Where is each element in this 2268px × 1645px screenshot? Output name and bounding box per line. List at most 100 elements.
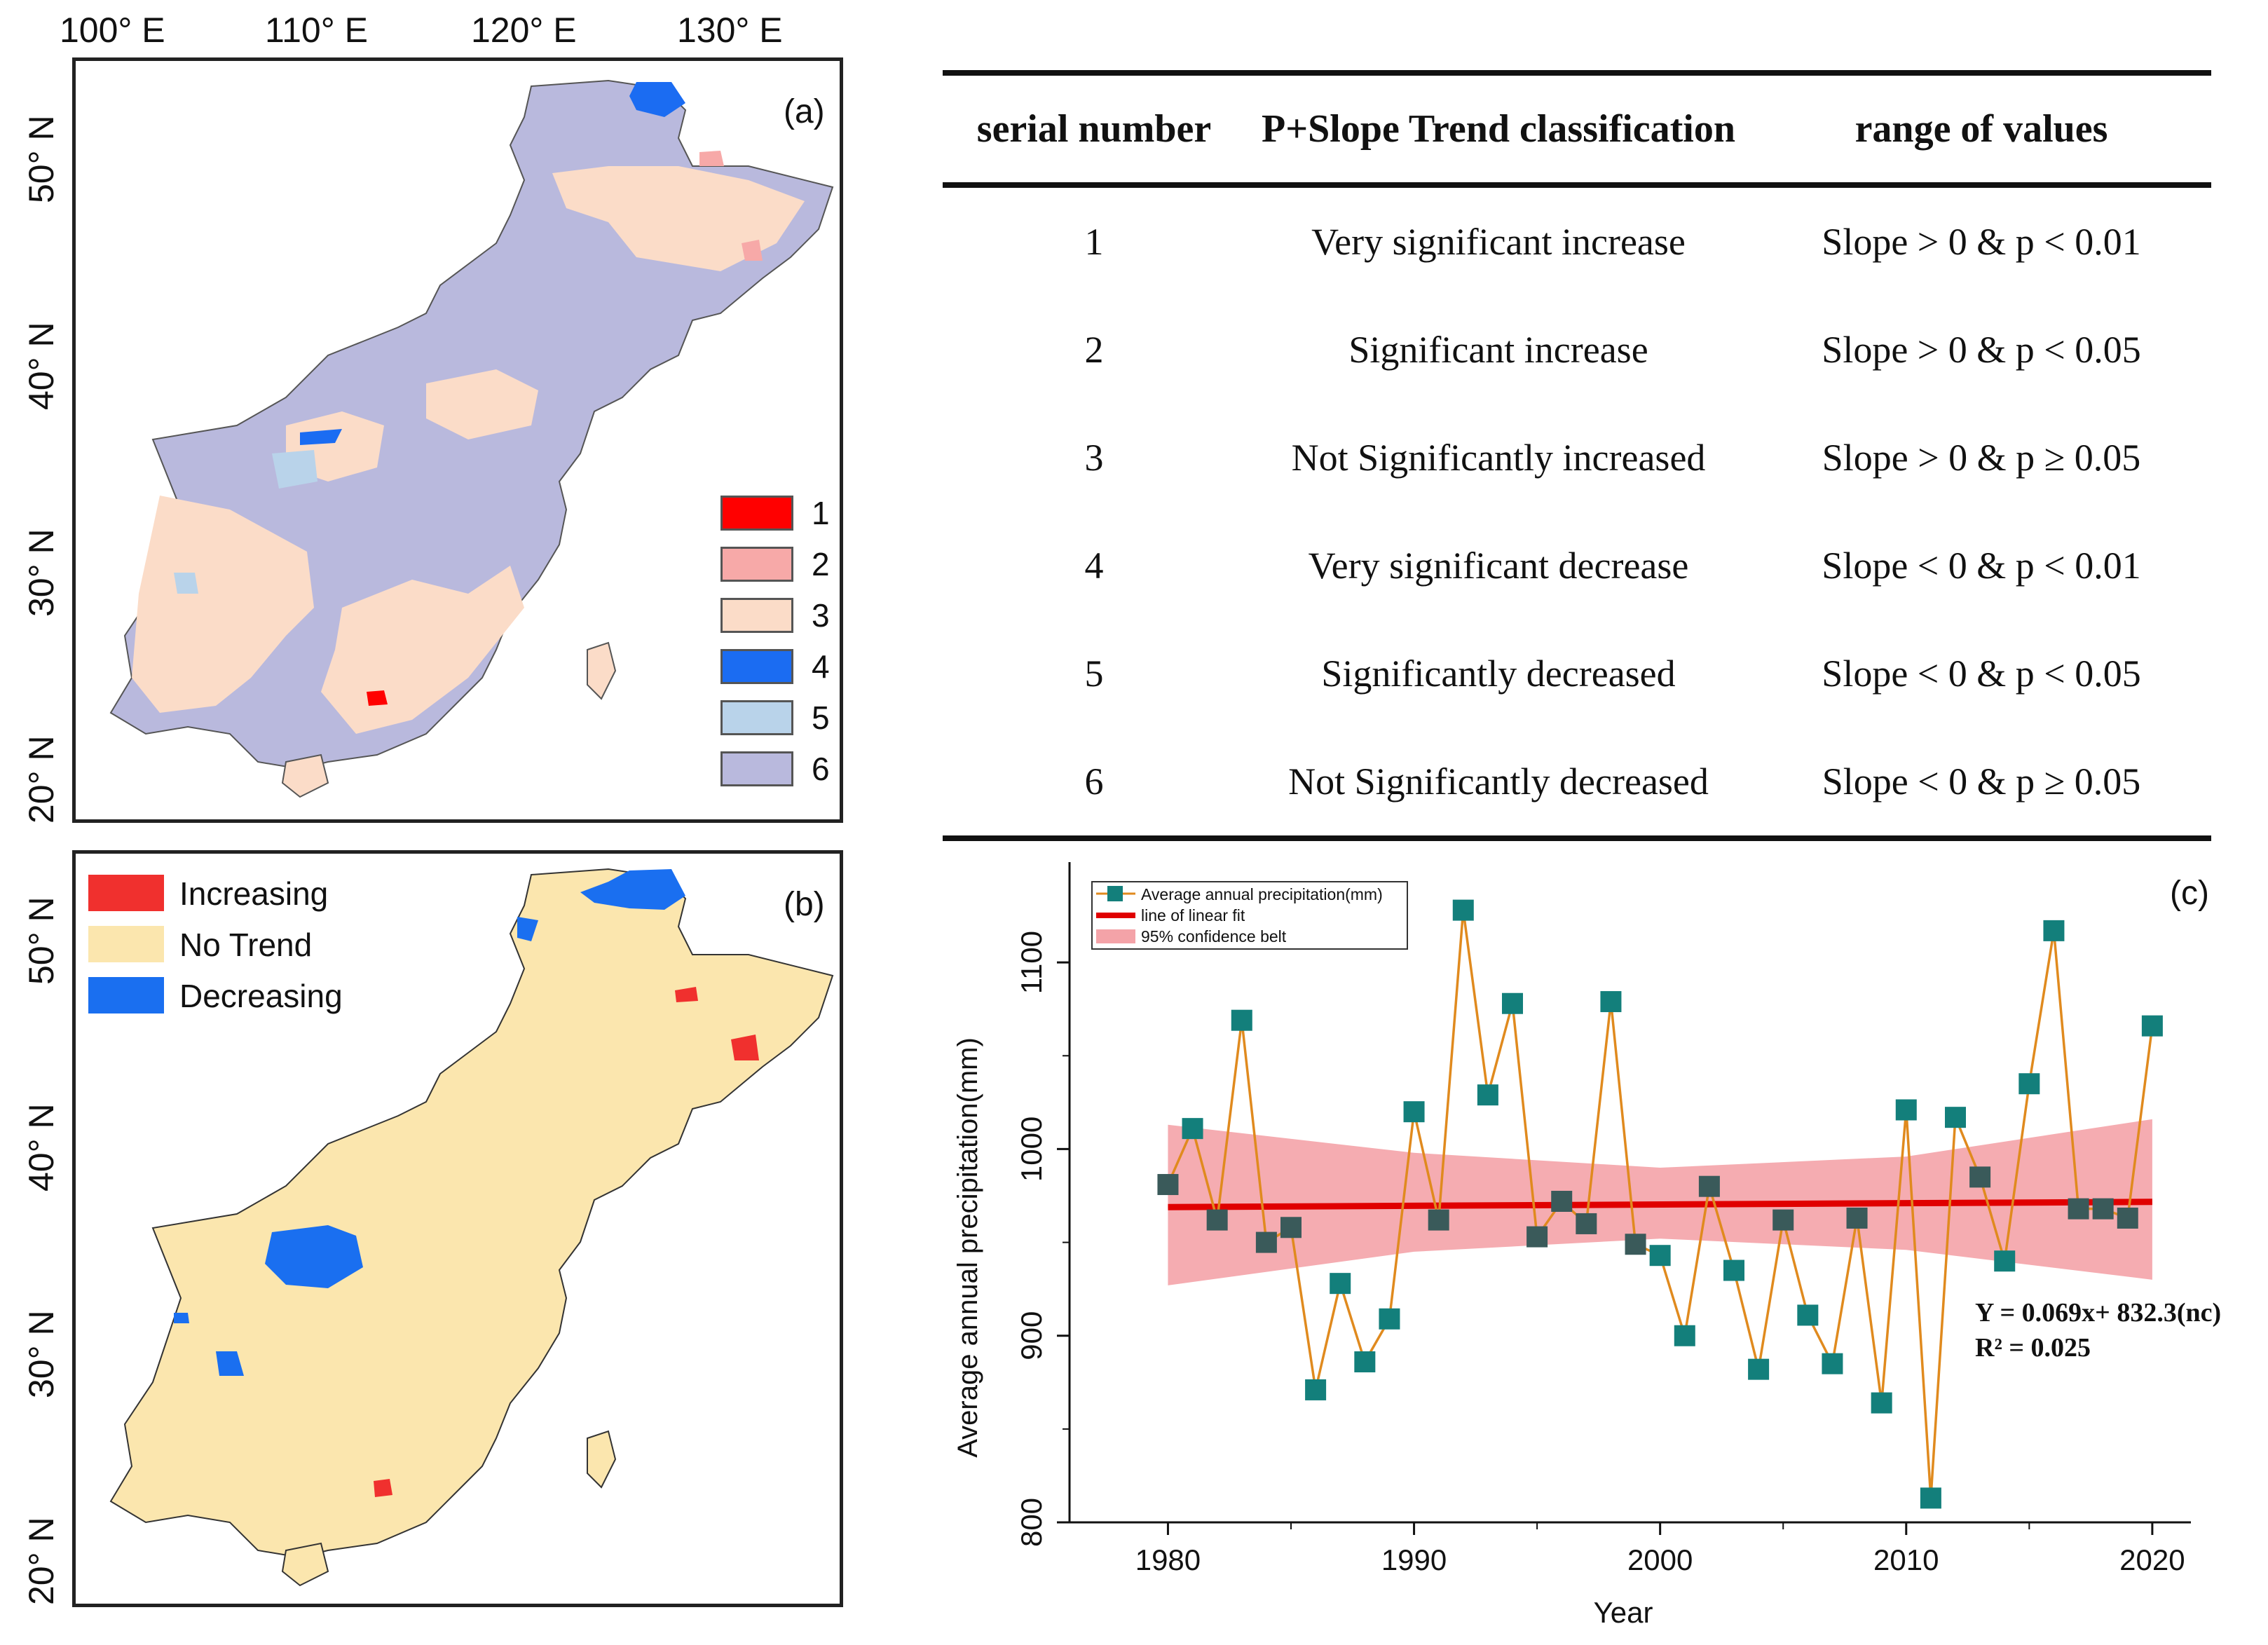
legend-box — [1091, 881, 1408, 950]
data-point-2012 — [1945, 1107, 1966, 1128]
lat-label-b-40: 40° N — [22, 1103, 61, 1192]
map-a-legend-swatch-2 — [720, 547, 793, 582]
data-point-1989 — [1379, 1308, 1400, 1330]
lon-label-120: 120° E — [471, 11, 577, 50]
data-point-2001 — [1674, 1325, 1695, 1346]
lon-label-130: 130° E — [677, 11, 783, 50]
data-point-1990 — [1403, 1101, 1425, 1123]
data-point-2013 — [1969, 1166, 1991, 1188]
data-point-2008 — [1846, 1207, 1868, 1229]
lat-label-a-20: 20° N — [22, 735, 61, 824]
chart-y-axis-title: Average annual precipitation(mm) — [952, 1037, 983, 1458]
data-point-2019 — [2117, 1207, 2138, 1229]
map-a-legend-swatch-4 — [720, 649, 793, 684]
table-row: 4 Very significant decrease Slope < 0 & … — [943, 512, 2211, 620]
table-row: 1 Very significant increase Slope > 0 & … — [943, 185, 2211, 296]
cell-range: Slope < 0 & p ≥ 0.05 — [1751, 728, 2211, 841]
map-b-decrease-c — [174, 1225, 363, 1376]
map-b-panel-label: (b) — [784, 886, 825, 923]
lon-label-110: 110° E — [265, 11, 368, 50]
legend-series-marker-key — [1107, 886, 1123, 901]
map-a-panel-label: (a) — [784, 93, 825, 130]
lon-label-100: 100° E — [60, 11, 165, 50]
map-b-increase-s — [374, 1479, 392, 1497]
header-range: range of values — [1751, 70, 2211, 188]
series-markers-layer — [1157, 899, 2163, 1509]
lat-label-a-30: 30° N — [22, 528, 61, 617]
data-point-1980 — [1157, 1174, 1179, 1196]
cell-serial: 4 — [1084, 545, 1104, 587]
data-point-2004 — [1748, 1358, 1770, 1380]
map-a-legend-label-6: 6 — [812, 751, 830, 787]
x-tick-label-2000: 2000 — [1627, 1543, 1693, 1576]
data-point-1982 — [1206, 1209, 1228, 1231]
map-a-legend-swatch-3 — [720, 598, 793, 633]
data-point-2005 — [1772, 1209, 1794, 1231]
chart-panel-label: (c) — [2170, 875, 2209, 912]
map-a-frame: (a) 1 2 3 4 5 6 — [72, 57, 843, 823]
chart-equation-annotation: Y = 0.069x+ 832.3(nc) — [1975, 1298, 2221, 1327]
map-b-legend-swatch-no-trend — [88, 926, 164, 962]
cell-serial: 5 — [1084, 653, 1104, 695]
map-a-no-sig-increase — [132, 166, 805, 734]
legend-band-key — [1096, 929, 1135, 943]
lat-label-a-40: 40° N — [22, 322, 61, 410]
data-point-2002 — [1698, 1175, 1720, 1197]
lat-label-b-30: 30° N — [22, 1310, 61, 1398]
table-header-row: serial number P+Slope Trend classificati… — [943, 70, 2211, 188]
map-a-sig-decrease — [174, 450, 317, 594]
map-b-mainland — [109, 868, 834, 1559]
table-row: 2 Significant increase Slope > 0 & p < 0… — [943, 296, 2211, 404]
map-a-legend-swatch-6 — [720, 751, 793, 786]
map-b-region — [109, 868, 834, 1587]
table-row: 5 Significantly decreased Slope < 0 & p … — [943, 620, 2211, 728]
y-tick-label-1000: 1000 — [1015, 1117, 1048, 1182]
data-point-2015 — [2018, 1073, 2040, 1095]
data-point-1988 — [1354, 1351, 1376, 1372]
data-point-2018 — [2092, 1198, 2114, 1220]
data-point-1991 — [1428, 1209, 1449, 1231]
map-b-decrease-ne — [517, 869, 685, 941]
cell-serial: 6 — [943, 728, 1245, 841]
map-a-legend-label-4: 4 — [812, 648, 830, 685]
x-tick-label-1980: 1980 — [1135, 1543, 1201, 1576]
map-a-very-sig-decrease-ne — [629, 82, 685, 117]
legend-series-label: Average annual precipitation(mm) — [1141, 885, 1383, 903]
cell-serial: 1 — [1084, 221, 1104, 263]
data-point-1986 — [1305, 1379, 1327, 1400]
data-point-2009 — [1871, 1392, 1892, 1414]
data-point-1999 — [1625, 1234, 1646, 1255]
data-point-2006 — [1797, 1304, 1819, 1326]
cell-range: Slope < 0 & p < 0.05 — [1822, 653, 2141, 695]
map-a-legend: 1 2 3 4 5 6 — [720, 495, 840, 804]
map-b-taiwan — [587, 1430, 617, 1489]
data-point-1996 — [1551, 1190, 1573, 1212]
map-a-legend-label-5: 5 — [812, 699, 830, 736]
cell-classification: Significantly decreased — [1321, 653, 1676, 695]
data-point-2003 — [1723, 1260, 1744, 1281]
map-a-taiwan — [587, 641, 617, 700]
y-tick-label-1100: 1100 — [1015, 931, 1048, 994]
cell-range: Slope > 0 & p < 0.01 — [1822, 221, 2141, 263]
data-point-2016 — [2043, 920, 2065, 941]
data-point-1995 — [1526, 1226, 1548, 1248]
map-b-legend-label-decreasing: Decreasing — [179, 978, 343, 1014]
data-point-2014 — [1994, 1250, 2016, 1272]
map-b-legend-swatch-decreasing — [88, 977, 164, 1013]
precipitation-chart: 1980 1990 2000 2010 2020 800 900 1000 1100 Avera… — [952, 862, 2221, 1629]
table-row: 6 Not Significantly decreased Slope < 0 … — [943, 728, 2211, 841]
map-b-legend-label-increasing: Increasing — [179, 875, 329, 912]
legend-band-label: 95% confidence belt — [1141, 927, 1287, 946]
legend-fit-label: line of linear fit — [1141, 906, 1245, 924]
cell-range: Slope > 0 & p < 0.05 — [1822, 329, 2141, 371]
x-tick-label-2010: 2010 — [1873, 1543, 1939, 1576]
cell-serial: 2 — [1084, 329, 1104, 371]
data-point-2017 — [2068, 1198, 2089, 1220]
axes-layer: 1980 1990 2000 2010 2020 800 900 1000 1100 — [1015, 862, 2191, 1576]
lat-label-a-50: 50° N — [22, 115, 61, 203]
map-a-legend-label-1: 1 — [812, 495, 830, 531]
header-classification: P+Slope Trend classification — [1245, 70, 1751, 188]
data-point-1992 — [1452, 899, 1474, 921]
y-tick-label-800: 800 — [1015, 1498, 1048, 1547]
data-point-2010 — [1895, 1099, 1917, 1121]
